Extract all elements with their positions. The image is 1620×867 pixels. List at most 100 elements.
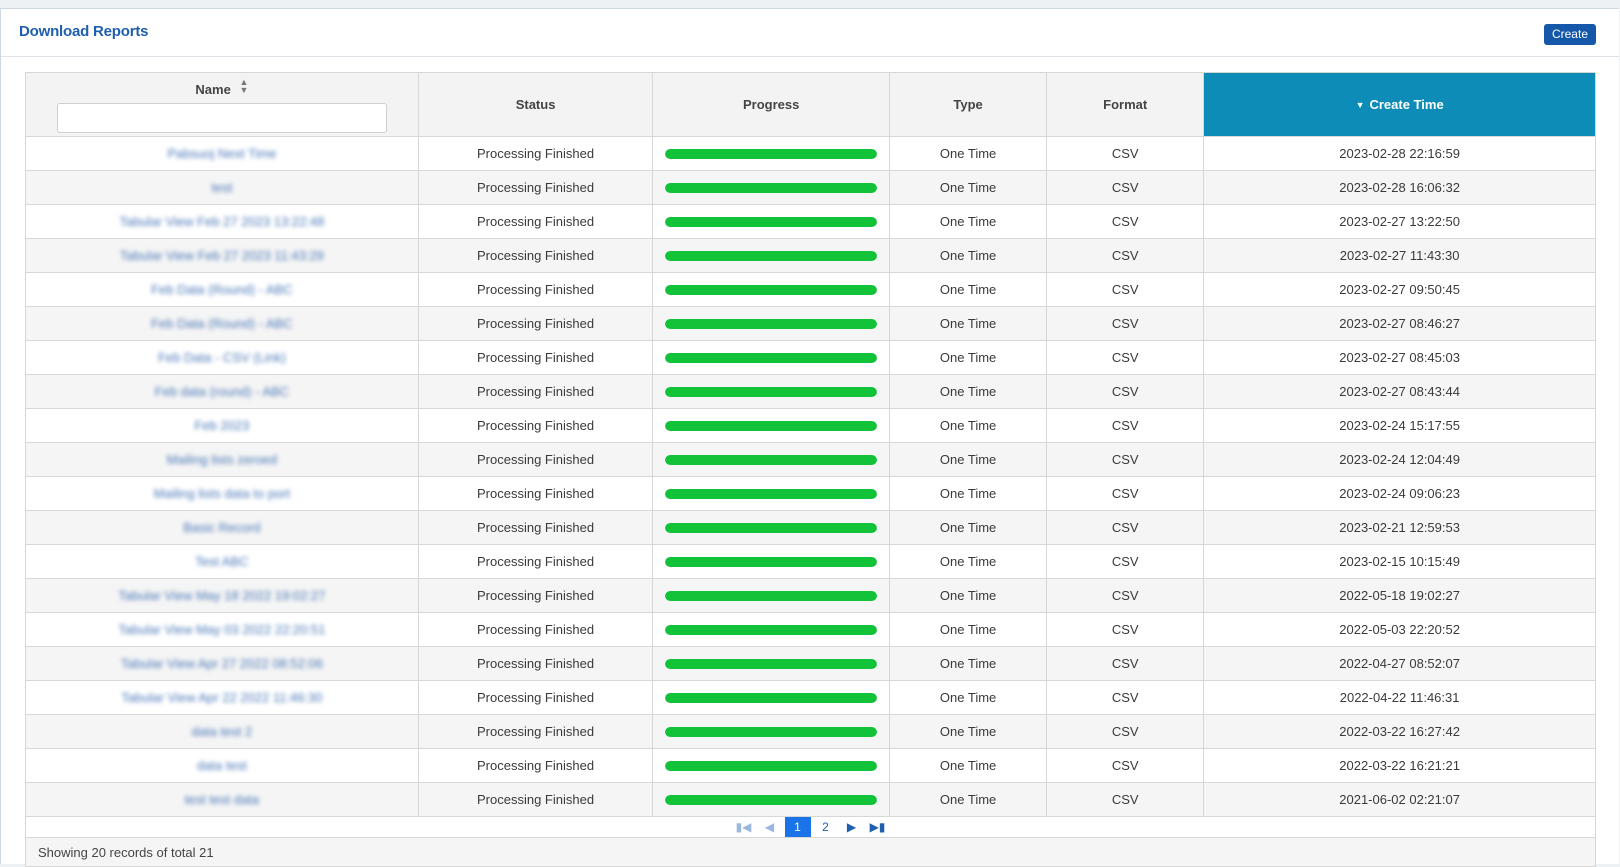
column-header-name[interactable]: Name ▲ ▼	[25, 72, 419, 137]
format-cell: CSV	[1046, 136, 1205, 171]
report-name-link[interactable]: data test 2	[191, 724, 253, 739]
status-cell: Processing Finished	[417, 680, 654, 715]
name-cell: Mailing lists data to port	[25, 476, 419, 511]
table-row[interactable]: Basic Record Processing Finished One Time C…	[25, 510, 1596, 545]
status-cell: Processing Finished	[417, 578, 654, 613]
name-filter-input[interactable]	[56, 103, 387, 133]
table-row[interactable]: Mailing lists zeroed Processing Finished O…	[25, 442, 1596, 477]
format-cell: CSV	[1046, 510, 1205, 545]
table-row[interactable]: Tabular View May 18 2022 19:02:27 Process…	[25, 578, 1596, 613]
table-row[interactable]: Feb data (round) - ABC Processing Finishe…	[25, 374, 1596, 409]
report-name-link[interactable]: Feb Data - CSV (Link)	[157, 350, 286, 365]
report-name-link[interactable]: test test data	[184, 792, 260, 807]
progress-bar	[665, 454, 878, 465]
progress-cell	[652, 612, 891, 647]
column-header-progress[interactable]: Progress	[652, 72, 891, 137]
status-cell: Processing Finished	[417, 238, 654, 273]
create-time-cell: 2023-02-24 12:04:49	[1203, 442, 1596, 477]
prev-page-icon[interactable]: ◀	[764, 820, 775, 834]
format-cell: CSV	[1046, 714, 1205, 749]
next-page-icon[interactable]: ▶	[846, 820, 857, 834]
report-name-link[interactable]: Mailing lists zeroed	[166, 452, 278, 467]
report-name-link[interactable]: Mailing lists data to port	[153, 486, 291, 501]
table-row[interactable]: Tabular View Apr 22 2022 11:46:30 Process…	[25, 680, 1596, 715]
report-name-link[interactable]: Tabular View Apr 27 2022 08:52:06	[120, 656, 323, 671]
format-cell: CSV	[1046, 238, 1205, 273]
page-button-2[interactable]: 2	[822, 820, 829, 834]
progress-bar	[665, 420, 878, 431]
table-row[interactable]: Feb 2023 Processing Finished One Time CSV 20…	[25, 408, 1596, 443]
report-name-link[interactable]: Tabular View Apr 22 2022 11:46:30	[121, 690, 323, 705]
footer-row: Showing 20 records of total 21	[25, 837, 1596, 867]
progress-bar	[665, 556, 878, 567]
report-name-link[interactable]: Feb Data (Round) - ABC	[151, 282, 293, 297]
format-cell: CSV	[1046, 204, 1205, 239]
table-row[interactable]: Feb Data (Round) - ABC Processing Finishe…	[25, 306, 1596, 341]
type-cell: One Time	[889, 680, 1048, 715]
column-header-format[interactable]: Format	[1046, 72, 1205, 137]
create-button[interactable]: Create	[1543, 24, 1596, 45]
format-cell: CSV	[1046, 442, 1205, 477]
report-name-link[interactable]: Tabular View May 03 2022 22:20:51	[118, 622, 326, 637]
progress-bar	[665, 216, 878, 227]
progress-cell	[652, 544, 891, 579]
create-time-cell: 2022-05-03 22:20:52	[1203, 612, 1596, 647]
column-header-type[interactable]: Type	[889, 72, 1048, 137]
report-name-link[interactable]: Tabular View Feb 27 2023 11:43:29	[119, 248, 324, 263]
status-cell: Processing Finished	[417, 748, 654, 783]
report-name-link[interactable]: Basic Record	[183, 520, 261, 535]
progress-bar	[665, 760, 878, 771]
table-row[interactable]: data test Processing Finished One Time CSV 2…	[25, 748, 1596, 783]
column-header-status[interactable]: Status	[417, 72, 654, 137]
format-cell: CSV	[1046, 612, 1205, 647]
status-cell: Processing Finished	[417, 544, 654, 579]
progress-bar-fill	[665, 386, 878, 397]
name-cell: Feb Data (Round) - ABC	[25, 272, 419, 307]
last-page-icon[interactable]: ▶▮	[869, 820, 886, 834]
table-row[interactable]: test test data Processing Finished One Tim…	[25, 782, 1596, 817]
first-page-icon[interactable]: ▮◀	[735, 820, 752, 834]
status-cell: Processing Finished	[417, 204, 654, 239]
table-row[interactable]: Tabular View Feb 27 2023 11:43:29 Process…	[25, 238, 1596, 273]
report-name-link[interactable]: Pabsuoj Next Time	[167, 146, 277, 161]
column-header-create-time[interactable]: ▼ Create Time	[1203, 72, 1596, 137]
status-cell: Processing Finished	[417, 340, 654, 375]
status-cell: Processing Finished	[417, 306, 654, 341]
type-cell: One Time	[889, 442, 1048, 477]
progress-bar-fill	[665, 284, 878, 295]
report-name-link[interactable]: Tabular View May 18 2022 19:02:27	[118, 588, 326, 603]
create-time-cell: 2022-03-22 16:27:42	[1203, 714, 1596, 749]
report-name-link[interactable]: data test	[196, 758, 247, 773]
progress-bar-fill	[665, 726, 878, 737]
table-row[interactable]: test Processing Finished One Time CSV 2023-0…	[25, 170, 1596, 205]
table-row[interactable]: Tabular View Feb 27 2023 13:22:48 Process…	[25, 204, 1596, 239]
report-name-link[interactable]: Test ABC	[195, 554, 249, 569]
page-button-1[interactable]: 1	[784, 817, 811, 837]
table-row[interactable]: Pabsuoj Next Time Processing Finished One …	[25, 136, 1596, 171]
format-cell: CSV	[1046, 306, 1205, 341]
progress-bar-fill	[665, 216, 878, 227]
progress-cell	[652, 170, 891, 205]
type-cell: One Time	[889, 408, 1048, 443]
name-cell: Pabsuoj Next Time	[25, 136, 419, 171]
table-row[interactable]: Test ABC Processing Finished One Time CSV 20…	[25, 544, 1596, 579]
type-cell: One Time	[889, 510, 1048, 545]
report-name-link[interactable]: test	[211, 180, 233, 195]
progress-cell	[652, 136, 891, 171]
report-name-link[interactable]: Feb Data (Round) - ABC	[151, 316, 293, 331]
table-row[interactable]: Feb Data (Round) - ABC Processing Finishe…	[25, 272, 1596, 307]
table-row[interactable]: Tabular View May 03 2022 22:20:51 Process…	[25, 612, 1596, 647]
create-time-cell: 2023-02-27 08:45:03	[1203, 340, 1596, 375]
type-cell: One Time	[889, 340, 1048, 375]
table-row[interactable]: Mailing lists data to port Processing Fin…	[25, 476, 1596, 511]
report-name-link[interactable]: Feb data (round) - ABC	[154, 384, 290, 399]
report-name-link[interactable]: Feb 2023	[194, 418, 250, 433]
table-row[interactable]: data test 2 Processing Finished One Time CS…	[25, 714, 1596, 749]
table-row[interactable]: Feb Data - CSV (Link) Processing Finished…	[25, 340, 1596, 375]
report-name-link[interactable]: Tabular View Feb 27 2023 13:22:48	[119, 214, 325, 229]
progress-cell	[652, 578, 891, 613]
format-cell: CSV	[1046, 374, 1205, 409]
status-cell: Processing Finished	[417, 782, 654, 817]
sort-both-icon[interactable]: ▲ ▼	[239, 77, 249, 95]
table-row[interactable]: Tabular View Apr 27 2022 08:52:06 Process…	[25, 646, 1596, 681]
